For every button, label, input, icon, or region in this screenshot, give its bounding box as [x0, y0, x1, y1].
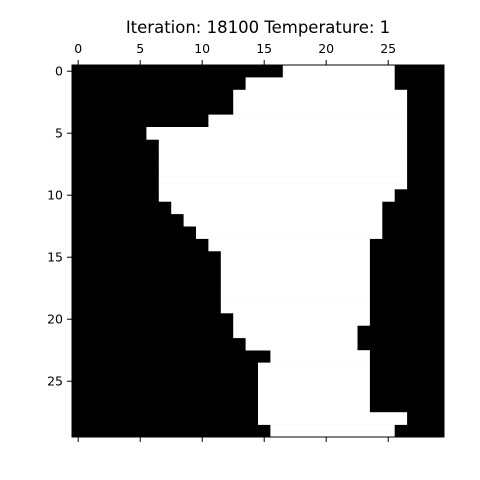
- heatmap-cell-run-27-0: [258, 399, 370, 413]
- heatmap-cell-run-22-0: [245, 337, 358, 351]
- heatmap-cell-run-11-0: [171, 201, 383, 215]
- heatmap-cell-run-8-0: [158, 164, 408, 177]
- x-tick-label-5: 5: [136, 41, 144, 56]
- y-tick-label-25: 25: [47, 374, 63, 389]
- heatmap-cell-run-14-0: [208, 238, 370, 252]
- y-tick-label-0: 0: [55, 64, 63, 79]
- heatmap-cell-run-17-0: [220, 275, 370, 289]
- x-tick-label-25: 25: [380, 41, 396, 56]
- heatmap-cell-run-2-0: [233, 89, 408, 103]
- heatmap-cell-run-9-0: [158, 176, 408, 190]
- heatmap-cell-run-4-0: [208, 114, 408, 128]
- heatmap-cell-run-5-1: [196, 127, 408, 140]
- y-tick-label-20: 20: [47, 312, 63, 327]
- y-tick-label-15: 15: [47, 250, 63, 265]
- heatmap-cell-run-0-0: [282, 65, 395, 78]
- heatmap-cell-run-5-0: [146, 127, 197, 140]
- y-tick-label-10: 10: [47, 188, 63, 203]
- heatmap-cell-run-23-0: [270, 350, 370, 363]
- x-tick-label-15: 15: [256, 41, 272, 56]
- heatmap-cell-run-13-0: [196, 226, 383, 239]
- heatmap-cell-run-10-0: [158, 189, 395, 202]
- heatmap-cell-run-7-0: [158, 151, 408, 165]
- heatmap-cell-run-25-0: [258, 375, 370, 388]
- chart-title: Iteration: 18100 Temperature: 1: [126, 18, 390, 37]
- heatmap-cell-run-3-0: [233, 102, 408, 115]
- y-tick-label-5: 5: [55, 126, 63, 141]
- axes: 0 5 10 15 20 25 0 5 10 15 20 25: [47, 41, 396, 442]
- heatmap-cell-run-28-0: [258, 412, 408, 425]
- heatmap-cell-run-29-0: [270, 424, 395, 438]
- heatmap-cell-run-24-0: [258, 362, 370, 376]
- x-tick-label-0: 0: [74, 41, 82, 56]
- heatmap-cell-run-16-0: [220, 263, 370, 277]
- x-tick-label-20: 20: [318, 41, 334, 56]
- heatmap-cell-run-26-0: [258, 387, 370, 401]
- heatmap-cell-run-1-0: [245, 77, 395, 91]
- heatmap-cell-run-15-0: [220, 251, 370, 264]
- heatmap-cell-run-21-0: [233, 325, 358, 339]
- plot-frame: [71, 64, 445, 438]
- heatmap-cell-run-12-0: [183, 213, 383, 227]
- heatmap-cell-run-6-0: [158, 139, 408, 153]
- heatmap-cell-run-18-0: [220, 288, 370, 301]
- heatmap-cell-run-20-0: [233, 313, 370, 326]
- heatmap-cells: [72, 65, 444, 438]
- x-tick-label-10: 10: [194, 41, 210, 56]
- heatmap-cell-run-19-0: [220, 300, 370, 314]
